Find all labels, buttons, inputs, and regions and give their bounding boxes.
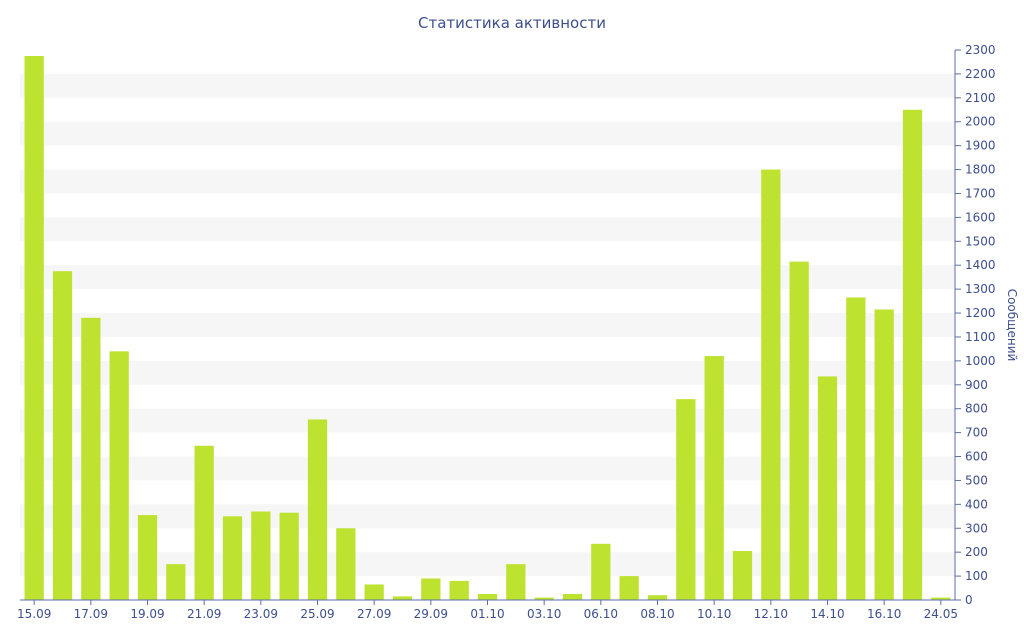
y-tick-label: 1600 <box>965 210 996 224</box>
grid-band <box>20 408 955 433</box>
y-tick-label: 2100 <box>965 91 996 105</box>
bar-28.09[interactable] <box>392 596 413 600</box>
y-tick-label: 1700 <box>965 186 996 200</box>
grid-bands <box>20 73 955 577</box>
y-tick-label: 1300 <box>965 282 996 296</box>
x-tick-label: 17.09 <box>74 607 108 621</box>
grid-band <box>20 456 955 481</box>
x-tick-label: 27.09 <box>357 607 391 621</box>
x-axis-ticks: 15.09 17.09 19.09 21.09 23.09 25.09 27.09 29.09… <box>17 600 958 621</box>
bar-13.10[interactable] <box>789 261 809 600</box>
y-tick-label: 1000 <box>965 354 996 368</box>
bar-15.10[interactable] <box>846 297 866 601</box>
bar-15.09[interactable] <box>24 55 44 600</box>
bar-24.09[interactable] <box>279 512 299 600</box>
x-tick-label: 21.09 <box>187 607 221 621</box>
y-tick-label: 300 <box>965 521 988 535</box>
y-tick-label: 200 <box>965 545 988 559</box>
bar-26.09[interactable] <box>336 528 356 600</box>
grid-band <box>20 313 955 337</box>
bar-16.09[interactable] <box>52 271 73 600</box>
x-tick-label: 08.10 <box>640 607 674 621</box>
grid-band <box>20 169 955 194</box>
bar-25.09[interactable] <box>307 419 328 600</box>
y-tick-label: 1200 <box>965 306 996 320</box>
x-tick-label: 16.10 <box>867 607 901 621</box>
x-tick-label: 01.10 <box>470 607 504 621</box>
grid-band <box>20 265 955 290</box>
y-tick-label: 600 <box>965 450 988 464</box>
bar-20.09[interactable] <box>166 564 186 600</box>
bar-04.10[interactable] <box>562 594 583 600</box>
grid-band <box>20 552 955 577</box>
bar-17.10[interactable] <box>902 109 923 601</box>
bar-12.10[interactable] <box>761 169 781 600</box>
bar-01.10[interactable] <box>477 594 498 600</box>
y-tick-label: 1900 <box>965 139 996 153</box>
x-tick-label: 12.10 <box>754 607 788 621</box>
bar-11.10[interactable] <box>732 550 753 600</box>
bar-30.09[interactable] <box>449 580 469 600</box>
grid-band <box>20 121 955 146</box>
y-tick-label: 500 <box>965 473 988 487</box>
x-tick-label: 14.10 <box>810 607 844 621</box>
bar-08.10[interactable] <box>647 595 668 600</box>
bar-18.09[interactable] <box>109 351 129 600</box>
bar-09.10[interactable] <box>676 399 696 600</box>
bar-16.10[interactable] <box>874 309 894 600</box>
bar-03.10[interactable] <box>534 597 554 600</box>
bar-21.09[interactable] <box>194 445 214 600</box>
x-tick-label: 29.09 <box>414 607 448 621</box>
y-axis-label: Сообщений <box>1005 289 1019 362</box>
y-tick-label: 1100 <box>965 330 996 344</box>
y-tick-label: 400 <box>965 497 988 511</box>
chart-title: Статистика активности <box>418 14 606 32</box>
bars <box>24 55 951 601</box>
grid-band <box>20 504 955 529</box>
y-tick-label: 1500 <box>965 234 996 248</box>
x-tick-label: 03.10 <box>527 607 561 621</box>
bar-10.10[interactable] <box>704 356 724 600</box>
x-tick-label: 15.09 <box>17 607 51 621</box>
y-tick-label: 800 <box>965 402 988 416</box>
y-tick-label: 1400 <box>965 258 996 272</box>
bar-07.10[interactable] <box>619 576 639 600</box>
y-tick-label: 700 <box>965 426 988 440</box>
bar-17.09[interactable] <box>81 317 101 600</box>
grid-band <box>20 360 955 385</box>
y-tick-label: 2200 <box>965 67 996 81</box>
bar-23.09[interactable] <box>251 511 271 600</box>
x-tick-label: 24.05 <box>924 607 958 621</box>
y-tick-label: 2000 <box>965 115 996 129</box>
bar-14.10[interactable] <box>817 376 838 600</box>
grid-band <box>20 217 955 242</box>
y-tick-label: 100 <box>965 569 988 583</box>
bar-02.10[interactable] <box>506 564 526 600</box>
bar-24.05[interactable] <box>931 597 951 600</box>
x-tick-label: 23.09 <box>244 607 278 621</box>
bar-06.10[interactable] <box>591 543 611 600</box>
x-tick-label: 25.09 <box>300 607 334 621</box>
y-tick-label: 1800 <box>965 163 996 177</box>
x-tick-label: 06.10 <box>584 607 618 621</box>
bar-19.09[interactable] <box>137 515 158 600</box>
bar-29.09[interactable] <box>421 578 441 600</box>
x-tick-label: 10.10 <box>697 607 731 621</box>
x-tick-label: 19.09 <box>130 607 164 621</box>
y-tick-label: 2300 <box>965 43 996 57</box>
bar-22.09[interactable] <box>222 516 243 600</box>
grid-band <box>20 73 955 98</box>
y-tick-label: 900 <box>965 378 988 392</box>
bar-27.09[interactable] <box>364 584 384 600</box>
y-tick-label: 0 <box>965 593 973 607</box>
y-axis-ticks: 0 100 200 300 400 500 600 700 800 900 1000 1100 1200… <box>955 43 996 607</box>
